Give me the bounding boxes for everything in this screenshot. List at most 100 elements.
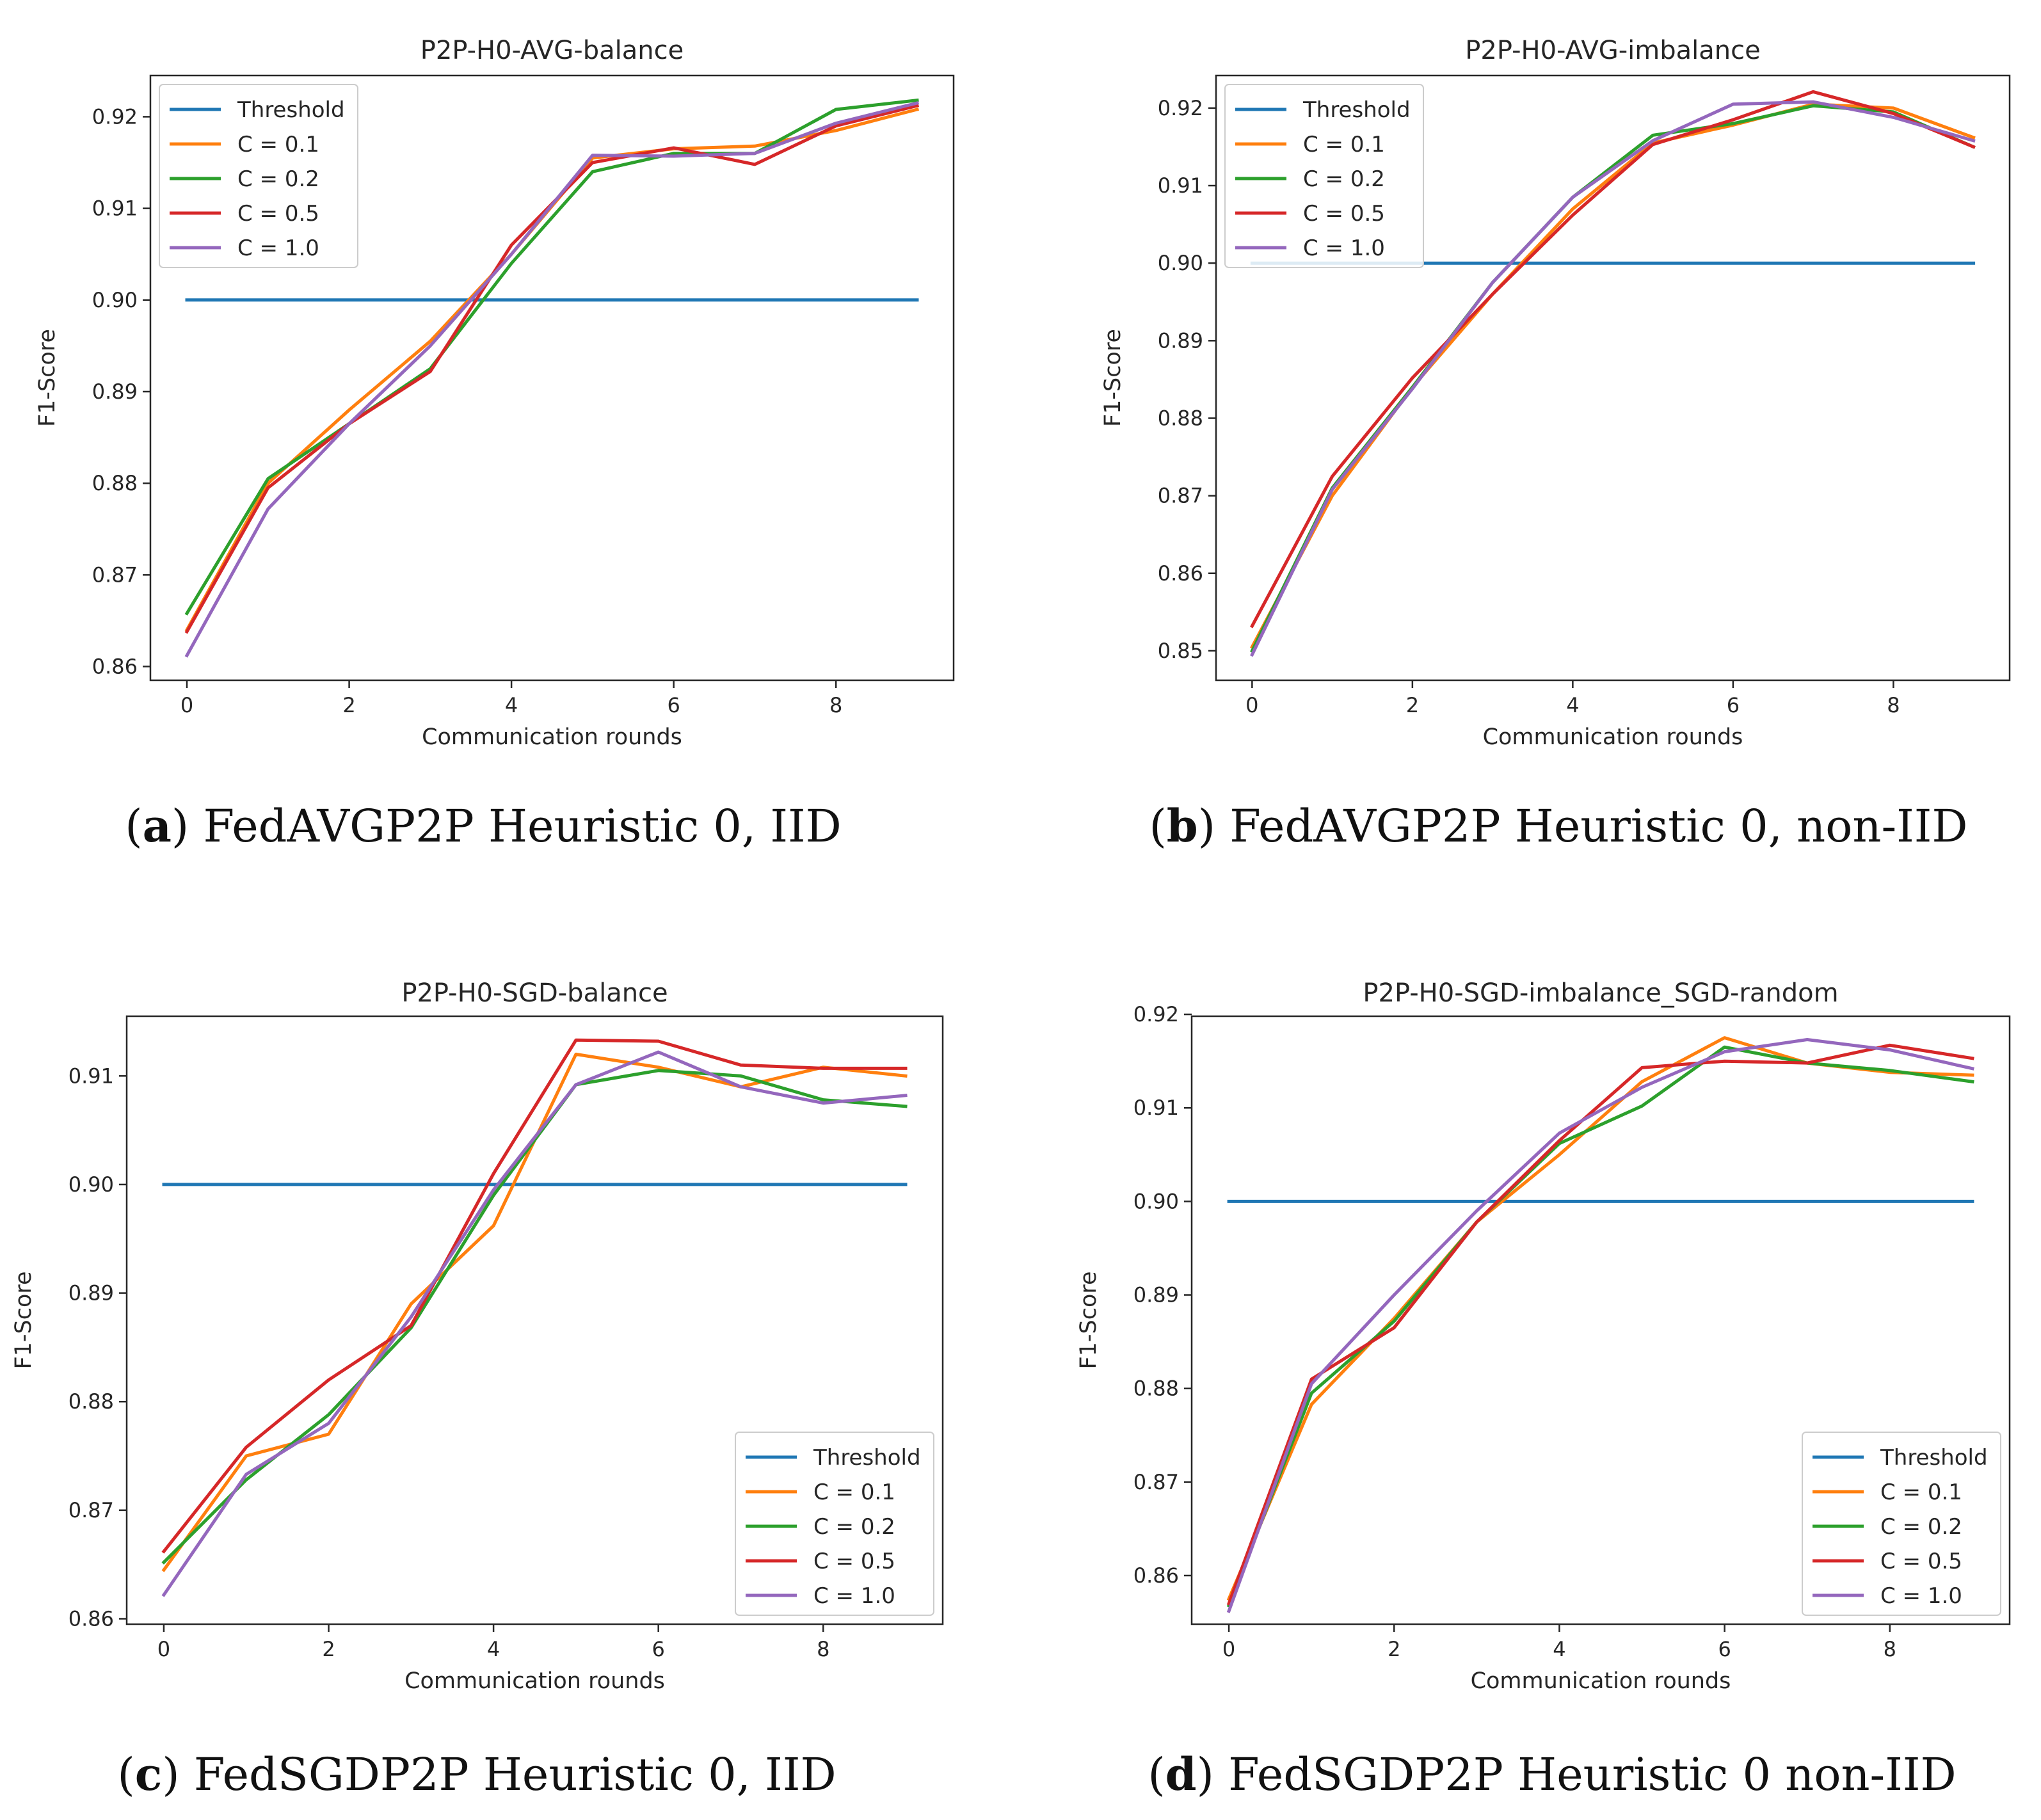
caption-letter: b (1167, 799, 1198, 852)
axes-frame (125, 1015, 944, 1625)
y-tick-label: 0.89 (1158, 328, 1203, 353)
y-tick-label: 0.92 (92, 104, 138, 129)
x-tick-label: 8 (1884, 1637, 1896, 1661)
x-tick-label: 0 (180, 693, 193, 717)
x-tick-label: 6 (652, 1637, 665, 1661)
x-tick-label: 8 (829, 693, 842, 717)
legend-entry-label: C = 0.1 (813, 1480, 895, 1505)
axes-frame (149, 74, 955, 682)
y-tick-label: 0.87 (1158, 484, 1203, 508)
series-line-c-1-0 (184, 100, 920, 658)
legend-entry-label: Threshold (237, 97, 345, 123)
figure-caption: (b) FedAVGP2P Heuristic 0, non-IID (1149, 799, 1967, 852)
series-lines (161, 1038, 908, 1597)
y-tick-label: 0.91 (1158, 173, 1203, 198)
legend: Threshold C = 0.1 C = 0.2 C = 0.5 C = 1.0 (1224, 84, 1424, 268)
y-tick-label: 0.87 (68, 1498, 114, 1522)
subplot-b: P2P-H0-AVG-imbalance 0 2 4 6 8 0.85 0.86 0.87 0.8… (1100, 36, 2011, 852)
legend-entry-label: C = 1.0 (813, 1583, 895, 1609)
figure-caption: (a) FedAVGP2P Heuristic 0, IID (125, 799, 842, 852)
x-tick-label: 6 (1727, 693, 1740, 717)
series-line-c-0-5 (161, 1038, 908, 1554)
y-tick-label: 0.90 (92, 288, 138, 312)
series-line-c-0-5 (1250, 90, 1976, 628)
y-tick-label: 0.89 (92, 379, 138, 404)
series-line-c-0-2 (184, 98, 919, 616)
y-tick-label: 0.92 (1158, 96, 1203, 120)
x-tick-label: 8 (817, 1637, 829, 1661)
series-line-c-0-2 (1226, 1045, 1974, 1608)
y-tick-label: 0.88 (68, 1389, 114, 1414)
y-tick-label: 0.92 (1133, 1002, 1179, 1026)
y-tick-label: 0.88 (1133, 1377, 1179, 1401)
series-line-c-1-0 (1250, 100, 1976, 657)
x-axis-label: Communication rounds (404, 1668, 665, 1694)
legend: Threshold C = 0.1 C = 0.2 C = 0.5 C = 1.0 (735, 1432, 934, 1616)
caption-letter: a (143, 799, 172, 852)
y-tick-label: 0.89 (1133, 1283, 1179, 1307)
legend-entry-label: C = 0.5 (1880, 1549, 1962, 1574)
y-tick-label: 0.87 (1133, 1470, 1179, 1494)
legend-box (159, 84, 358, 268)
subplot-d: P2P-H0-SGD-imbalance_SGD-random 0 2 4 6 8 0.86… (1076, 978, 2011, 1801)
legend-entry-label: C = 0.5 (1303, 201, 1385, 227)
x-tick-label: 2 (1406, 693, 1419, 717)
legend-entry-label: C = 0.5 (813, 1549, 895, 1574)
x-axis-label: Communication rounds (1471, 1668, 1731, 1694)
x-tick-label: 2 (322, 1637, 335, 1661)
y-tick-label: 0.85 (1158, 639, 1203, 663)
legend: Threshold C = 0.1 C = 0.2 C = 0.5 C = 1.0 (1802, 1432, 2001, 1616)
legend-entry-label: C = 0.2 (1880, 1514, 1962, 1540)
series-line-c-0-5 (1226, 1043, 1974, 1606)
series-line-c-1-0 (161, 1050, 908, 1597)
legend-entry-label: C = 0.5 (237, 201, 319, 227)
y-tick-label: 0.90 (1158, 251, 1203, 275)
legend-entry-label: C = 0.1 (1303, 132, 1385, 157)
figure-caption: (d) FedSGDP2P Heuristic 0 non-IID (1148, 1748, 1956, 1801)
legend-entry-label: C = 0.2 (813, 1514, 895, 1540)
x-tick-label: 4 (487, 1637, 500, 1661)
axes-frame (1190, 1015, 2011, 1625)
legend-entry-label: Threshold (1302, 97, 1411, 123)
legend-entry-label: C = 0.2 (237, 166, 319, 192)
chart-title: P2P-H0-AVG-imbalance (1465, 36, 1760, 65)
series-lines (184, 98, 920, 658)
x-tick-label: 6 (667, 693, 680, 717)
y-tick-label: 0.89 (68, 1281, 114, 1305)
x-axis-label: Communication rounds (1483, 724, 1743, 750)
legend-entry-label: C = 0.1 (1880, 1480, 1962, 1505)
y-axis-label: F1-Score (1100, 329, 1126, 427)
y-tick-label: 0.88 (92, 471, 138, 495)
x-tick-label: 4 (505, 693, 518, 717)
y-tick-label: 0.90 (68, 1172, 114, 1197)
y-tick-label: 0.86 (1158, 561, 1203, 586)
y-tick-label: 0.91 (68, 1064, 114, 1088)
y-axis-label: F1-Score (35, 329, 60, 427)
y-tick-label: 0.87 (92, 563, 138, 587)
caption-letter: c (135, 1748, 163, 1801)
caption-letter: d (1165, 1748, 1197, 1801)
x-tick-label: 2 (1388, 1637, 1400, 1661)
subplot-a: P2P-H0-AVG-balance 0 2 4 6 8 0.86 0.87 0.88 0.89 0… (35, 36, 955, 852)
legend-entry-label: C = 1.0 (1880, 1583, 1962, 1609)
x-tick-label: 4 (1553, 1637, 1565, 1661)
y-tick-label: 0.91 (92, 196, 138, 221)
legend-entry-label: Threshold (813, 1445, 921, 1471)
x-tick-label: 0 (1222, 1637, 1235, 1661)
x-tick-label: 0 (157, 1637, 170, 1661)
figure-caption: (c) FedSGDP2P Heuristic 0, IID (117, 1748, 836, 1801)
legend: Threshold C = 0.1 C = 0.2 C = 0.5 C = 1.0 (159, 84, 358, 268)
legend-entry-label: C = 0.2 (1303, 166, 1385, 192)
legend-entry-label: Threshold (1880, 1445, 1988, 1471)
y-tick-label: 0.86 (92, 655, 138, 679)
x-axis-label: Communication rounds (422, 724, 682, 750)
legend-box (1802, 1432, 2001, 1616)
legend-entry-label: C = 1.0 (1303, 235, 1385, 261)
chart-title: P2P-H0-SGD-imbalance_SGD-random (1363, 978, 1838, 1008)
axes-frame (1215, 74, 2011, 682)
x-tick-label: 8 (1887, 693, 1900, 717)
series-lines (1226, 1036, 1974, 1613)
y-tick-label: 0.88 (1158, 406, 1203, 431)
